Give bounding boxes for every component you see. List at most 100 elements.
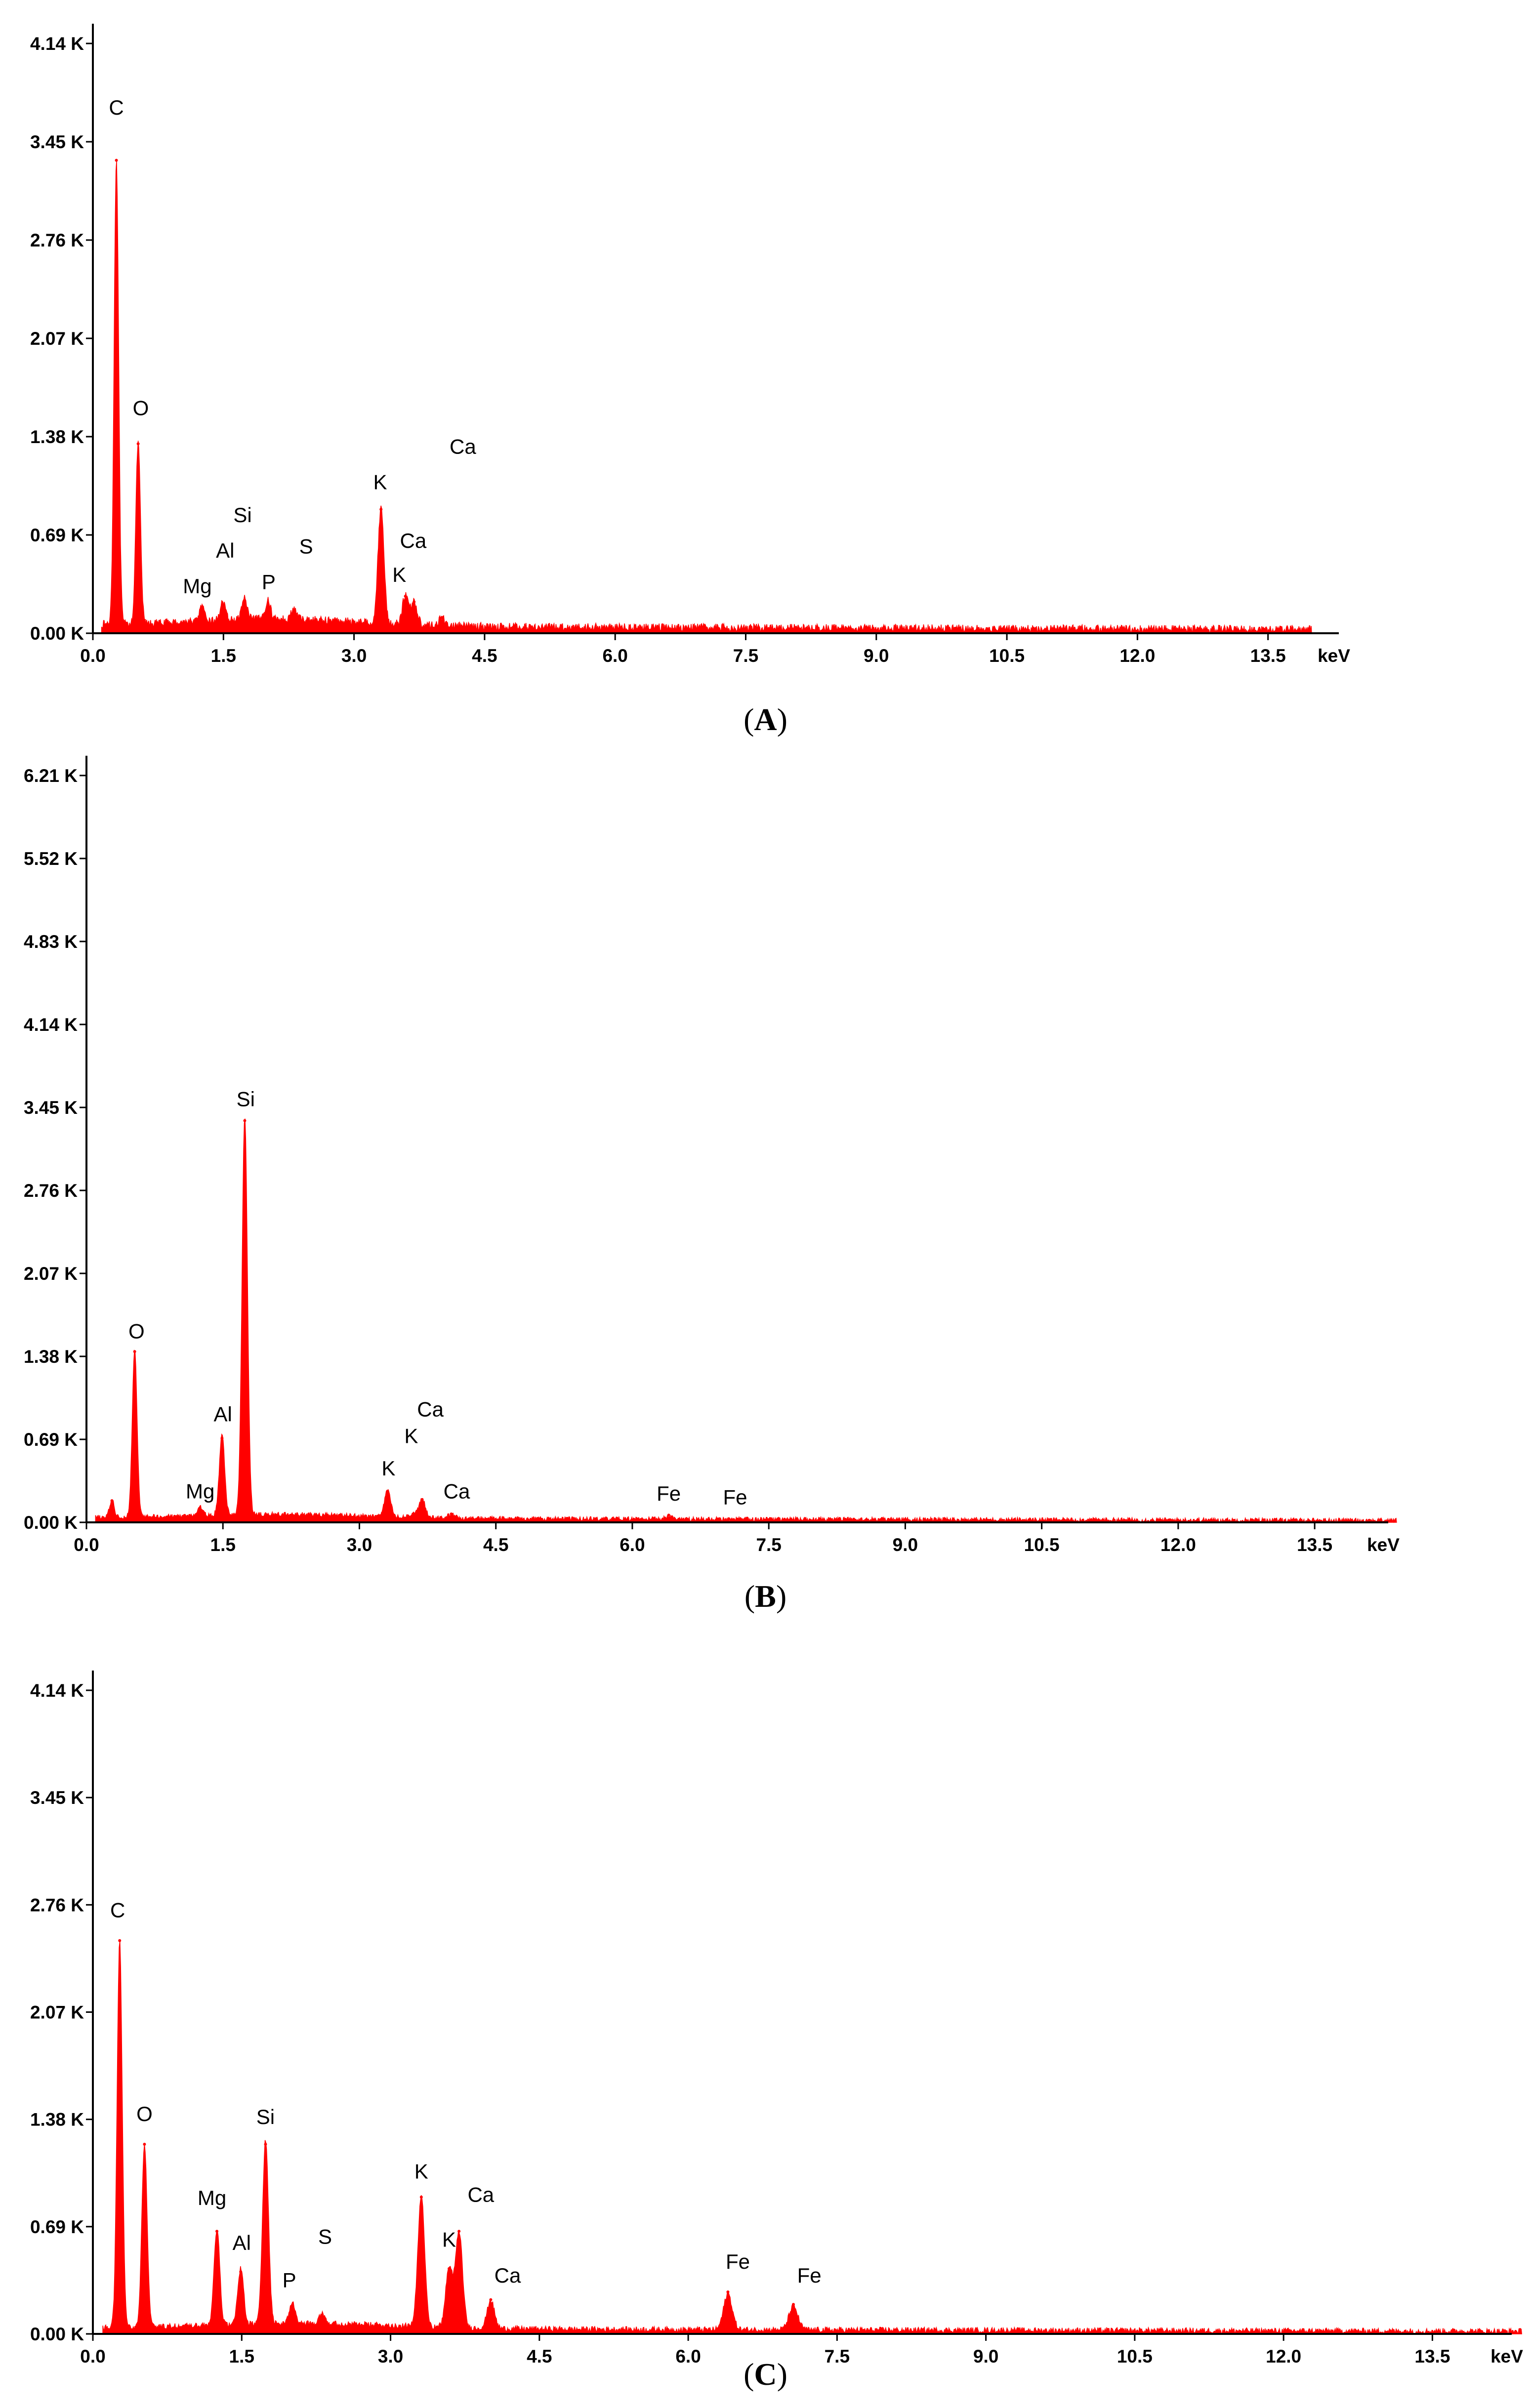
x-tick-label: 12.0: [1119, 646, 1155, 666]
x-tick-label: 1.5: [210, 1535, 236, 1555]
peak-label-c: C: [109, 96, 124, 119]
x-tick-label: 10.5: [1117, 2346, 1153, 2367]
x-tick-label: 4.5: [472, 646, 497, 666]
peak-point-k: [448, 2267, 451, 2270]
peak-label-o: O: [128, 1319, 145, 1343]
peak-point-ca: [440, 616, 444, 619]
x-tick-label: 4.5: [527, 2346, 552, 2367]
peak-point-mg: [199, 1508, 202, 1511]
x-tick-label: 1.5: [229, 2346, 254, 2367]
y-tick-label: 0.69 K: [24, 1429, 78, 1450]
x-tick-label: 9.0: [893, 1535, 918, 1555]
spectrum-panel-b: 0.00 K 0.69 K 1.38 K 2.07 K 2.76 K 3.45 K 4.14…: [0, 756, 1531, 1650]
peak-point-ca: [413, 600, 416, 604]
spectrum-chart-b: 0.00 K 0.69 K 1.38 K 2.07 K 2.76 K 3.45 K 4.14…: [24, 756, 1400, 1555]
y-tick-label: 2.76 K: [24, 1181, 78, 1201]
x-tick-label: 4.5: [483, 1535, 508, 1555]
y-tick-label: 5.52 K: [24, 849, 78, 869]
peak-point-fe: [667, 1513, 670, 1517]
x-tick-label: 13.5: [1414, 2346, 1450, 2367]
peak-label-k: K: [373, 471, 387, 494]
y-tick-label: 4.14 K: [30, 34, 84, 54]
y-tick-label: 3.45 K: [24, 1098, 78, 1118]
x-tick-label: 10.5: [989, 646, 1025, 666]
peak-point-si: [264, 2143, 267, 2146]
x-tick-label: 3.0: [378, 2346, 403, 2367]
peak-label-ca: Ca: [467, 2183, 494, 2206]
spectrum-chart-c: 0.00 K 0.69 K 1.38 K 2.07 K 2.76 K 3.45 K 4.14…: [30, 1671, 1523, 2367]
peak-point-c: [118, 1939, 122, 1942]
peak-point-s: [320, 2315, 324, 2319]
peak-point-fe: [791, 2303, 795, 2306]
spectrum-panel-a: 0.00 K 0.69 K 1.38 K 2.07 K 2.76 K 3.45 K 4.14…: [0, 0, 1531, 771]
y-tick-label: 2.76 K: [30, 1895, 84, 1915]
peak-point-al: [239, 2270, 243, 2274]
peak-label-si: Si: [237, 1088, 255, 1111]
peak-label-c: C: [110, 1899, 125, 1922]
y-tick-label: 4.83 K: [24, 932, 78, 952]
x-tick-label: 12.0: [1160, 1535, 1196, 1555]
peak-label-fe: Fe: [723, 1485, 747, 1509]
peak-point-al: [221, 605, 224, 608]
x-tick-label: 3.0: [341, 646, 367, 666]
y-tick-label: 1.38 K: [24, 1347, 78, 1367]
y-tick-label: 1.38 K: [30, 2110, 84, 2130]
peak-label-al: Al: [214, 1402, 232, 1426]
x-tick-label: 3.0: [347, 1535, 372, 1555]
spectrum-area: [102, 1940, 1523, 2335]
peak-point-mg: [215, 2230, 219, 2233]
peak-point-ca: [489, 2298, 493, 2301]
y-tick-label: 3.45 K: [30, 132, 84, 152]
peak-label-k: K: [404, 1424, 418, 1447]
peak-point-p: [290, 2306, 294, 2309]
peak-label-fe: Fe: [726, 2250, 750, 2273]
x-unit-label: keV: [1367, 1535, 1400, 1555]
y-tick-label: 0.00 K: [30, 623, 84, 644]
x-tick-label: 10.5: [1024, 1535, 1060, 1555]
peak-point-k: [379, 508, 383, 511]
panel-caption-c: (C): [744, 2357, 787, 2392]
y-tick-label: 0.00 K: [30, 2324, 84, 2344]
peak-label-o: O: [133, 397, 149, 420]
peak-point-k: [419, 2196, 423, 2199]
peak-label-k: K: [442, 2228, 456, 2251]
x-tick-label: 12.0: [1266, 2346, 1301, 2367]
peak-point-fe: [726, 2290, 730, 2294]
x-tick-label: 7.5: [756, 1535, 781, 1555]
peak-point-c: [115, 159, 118, 162]
peak-point-si: [243, 602, 246, 605]
y-tick-label: 6.21 K: [24, 766, 78, 786]
peak-label-al: Al: [216, 539, 234, 562]
peak-label-ca: Ca: [417, 1398, 444, 1421]
peak-label-k: K: [381, 1457, 395, 1480]
y-tick-label: 4.14 K: [24, 1015, 78, 1035]
peak-point-s: [292, 613, 296, 616]
x-tick-label: 9.0: [864, 646, 889, 666]
x-tick-label: 0.0: [80, 646, 105, 666]
peak-label-al: Al: [233, 2231, 251, 2254]
x-tick-label: 6.0: [602, 646, 627, 666]
peak-label-mg: Mg: [186, 1479, 214, 1503]
x-tick-label: 7.5: [825, 2346, 850, 2367]
peak-label-fe: Fe: [797, 2264, 822, 2287]
x-tick-label: 0.0: [80, 2346, 105, 2367]
y-tick-label: 0.69 K: [30, 2217, 84, 2237]
peak-point-ca: [457, 2230, 461, 2233]
peak-label-ca: Ca: [450, 435, 476, 458]
peak-label-p: P: [283, 2269, 296, 2292]
x-unit-label: keV: [1490, 2346, 1523, 2367]
peak-label-fe: Fe: [657, 1482, 681, 1505]
panel-caption-a: (A): [744, 702, 787, 737]
peak-label-mg: Mg: [183, 574, 211, 598]
y-tick-label: 0.69 K: [30, 525, 84, 545]
spectrum-panel-c: 0.00 K 0.69 K 1.38 K 2.07 K 2.76 K 3.45 K 4.14…: [0, 1645, 1531, 2408]
x-tick-label: 13.5: [1250, 646, 1286, 666]
spectrum-area: [101, 161, 1312, 634]
peak-point-ca: [420, 1498, 424, 1501]
x-tick-label: 7.5: [733, 646, 758, 666]
panel-caption-b: (B): [744, 1579, 787, 1614]
peak-point-al: [220, 1436, 224, 1440]
y-tick-label: 1.38 K: [30, 427, 84, 447]
peak-label-s: S: [318, 2225, 332, 2248]
x-tick-label: 1.5: [211, 646, 236, 666]
